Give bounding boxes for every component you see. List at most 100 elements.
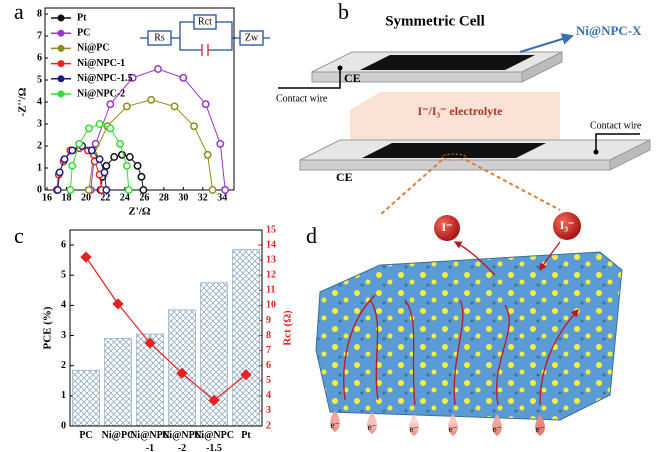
legend-marker (57, 60, 65, 68)
data-point (203, 150, 212, 159)
data-point (60, 155, 69, 164)
y-tick-label: 1 (37, 162, 42, 173)
y-axis-label: -Z''/Ω (17, 87, 29, 116)
series-line (57, 145, 107, 191)
data-point (208, 186, 217, 194)
legend-label: PC (77, 27, 90, 38)
y-tick-label: 5 (61, 270, 66, 281)
data-point (106, 100, 115, 109)
data-point (68, 146, 77, 155)
y2-tick-label: 6 (266, 360, 271, 371)
data-point (102, 161, 111, 170)
panel-label: d (306, 223, 317, 248)
x-tick-label: 20 (81, 192, 91, 203)
data-point (154, 65, 162, 73)
ion-label: I₃⁻ (560, 218, 575, 232)
bar (72, 369, 100, 427)
electron-label: e⁻ (368, 422, 377, 432)
x-tick-label: 32 (198, 192, 208, 203)
data-point (128, 73, 137, 82)
y-tick-label: 8 (37, 8, 42, 19)
x-tick-label: Pt (241, 430, 251, 441)
electron-label: e⁻ (410, 424, 419, 434)
y-tick-label: 2 (37, 140, 42, 151)
legend-label: Ni@NPC-1 (77, 58, 125, 69)
legend-label: Ni@NPC-1.5 (77, 73, 133, 84)
data-point (55, 168, 64, 177)
y-tick-label: 0 (37, 184, 42, 195)
inset-label: Zw (245, 32, 259, 43)
y-tick-label: 3 (61, 330, 66, 341)
y2-tick-label: 15 (266, 224, 276, 235)
y2-tick-label: 7 (266, 345, 271, 356)
x-tick-label: Ni@NPC -2 (162, 430, 202, 452)
data-point (179, 73, 188, 82)
series-line (85, 256, 247, 402)
y2-tick-label: 9 (266, 315, 271, 326)
electron-label: e⁻ (449, 424, 458, 434)
y2-tick-label: 8 (266, 330, 271, 341)
y2-tick-label: 11 (266, 285, 275, 296)
data-point (201, 100, 210, 109)
y-tick-label: 4 (61, 300, 66, 311)
y2-axis-label: Rct (Ω) (282, 310, 294, 346)
y2-tick-label: 10 (266, 300, 276, 311)
bar (232, 249, 260, 427)
x-tick-label: PC (79, 430, 92, 441)
data-point (53, 186, 62, 194)
data-point (170, 102, 179, 111)
y-tick-label: 0 (61, 420, 66, 431)
data-point (190, 122, 198, 131)
data-point (80, 251, 92, 263)
data-point (102, 186, 111, 194)
x-tick-label: 34 (217, 192, 227, 203)
data-point (144, 337, 156, 349)
ion-label: I⁻ (441, 220, 452, 234)
x-tick-label: 24 (120, 192, 130, 203)
x-tick-label: 30 (178, 192, 188, 203)
panel-label: b (338, 0, 349, 24)
y-tick-label: 2 (61, 360, 66, 371)
y2-tick-label: 5 (266, 375, 271, 386)
x-tick-label: Ni@NPC -1.5 (194, 430, 234, 452)
electron-label: e⁻ (536, 424, 545, 434)
electrolyte-label: I⁻/I₃⁻ electrolyte (417, 104, 503, 118)
x-tick-label: Ni@NPC -1 (130, 430, 170, 452)
data-point (100, 168, 109, 177)
legend-marker (57, 75, 65, 83)
wire-label: Contact wire (276, 93, 328, 104)
panel-label: a (14, 0, 24, 24)
y-tick-label: 6 (61, 239, 66, 250)
y-tick-label: 1 (61, 390, 66, 401)
x-tick-label: 16 (42, 192, 52, 203)
data-point (176, 367, 188, 379)
data-point (75, 139, 84, 148)
legend-marker (57, 90, 65, 98)
legend-marker (57, 44, 65, 52)
plot-frame (69, 229, 263, 427)
legend-marker (57, 14, 65, 22)
data-point (95, 120, 104, 128)
data-point (87, 146, 96, 155)
inset-label: Rs (154, 32, 165, 43)
circuit-inset (140, 14, 270, 56)
data-point (110, 153, 119, 161)
legend-label: Ni@PC (77, 43, 110, 54)
ce-label: CE (336, 170, 353, 184)
cell-diagram (278, 33, 651, 216)
data-point (122, 161, 131, 170)
y-tick-label: 5 (37, 74, 42, 85)
data-point (221, 186, 230, 194)
data-point (116, 139, 124, 148)
data-point (122, 102, 131, 111)
electron-label: e⁻ (493, 424, 502, 434)
data-point (125, 153, 134, 161)
diagram-title: Symmetric Cell (385, 13, 485, 29)
data-point (137, 172, 146, 181)
x-tick-label: 28 (159, 192, 169, 203)
y2-tick-label: 4 (266, 390, 271, 401)
inset-label: Rct (198, 16, 212, 27)
electrode-label: Ni@NPC-X (576, 23, 642, 38)
porous-electrode (315, 212, 623, 436)
data-point (66, 186, 75, 194)
